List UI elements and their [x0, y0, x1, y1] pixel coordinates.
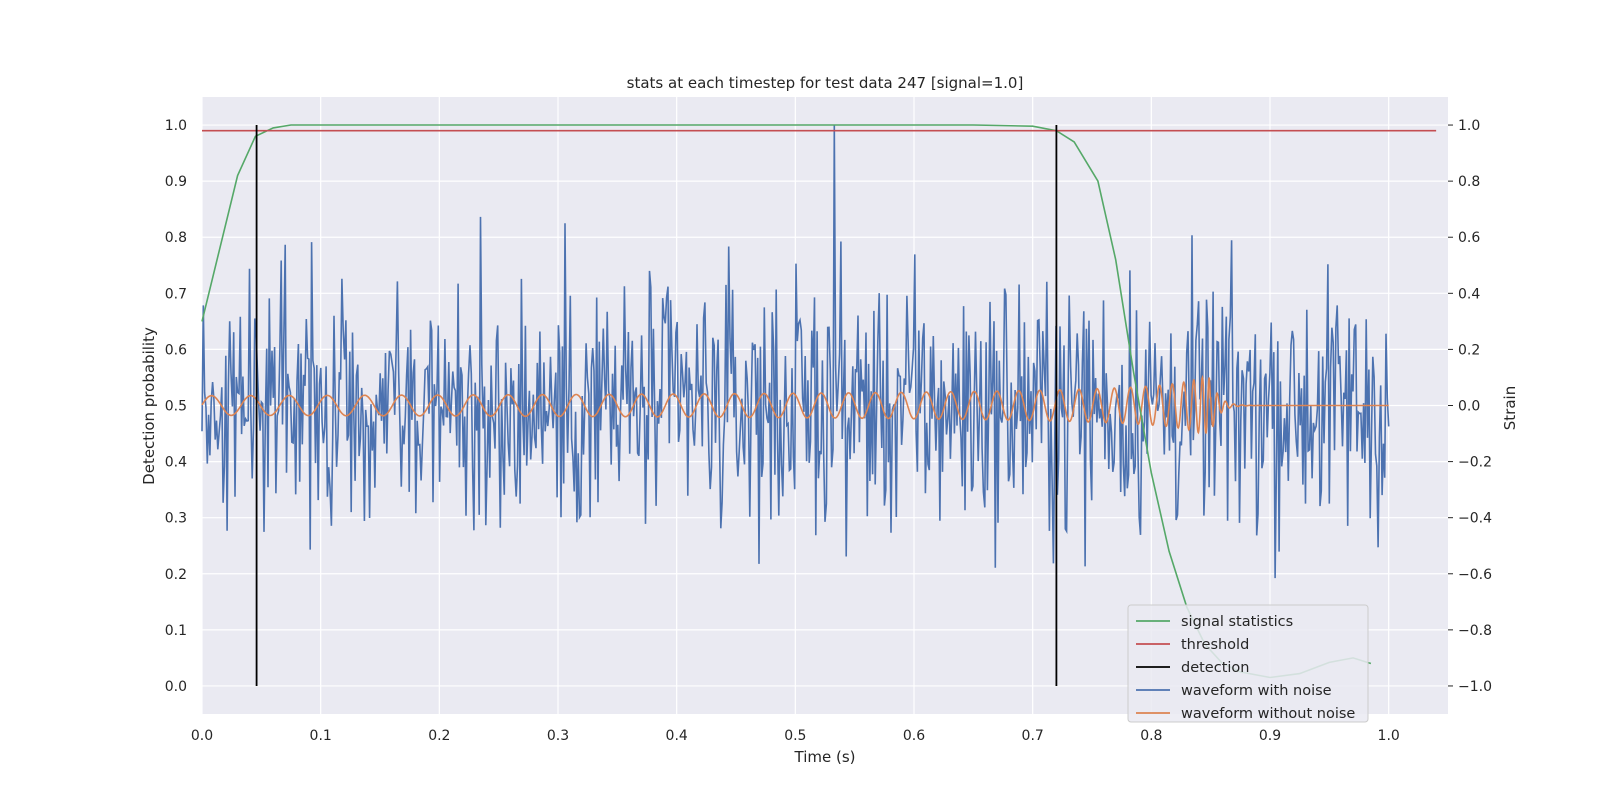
legend-label: detection — [1181, 660, 1249, 676]
chart-title: stats at each timestep for test data 247… — [627, 74, 1024, 92]
left-y-axis-label: Detection probability — [140, 327, 158, 485]
right-y-tick-label: 1.0 — [1458, 118, 1480, 134]
left-y-tick-label: 0.9 — [165, 174, 187, 190]
x-tick-label: 0.4 — [666, 728, 688, 744]
left-y-tick-label: 0.7 — [165, 286, 187, 302]
left-y-tick-label: 0.3 — [165, 511, 187, 527]
x-tick-label: 0.2 — [428, 728, 450, 744]
x-tick-label: 0.5 — [784, 728, 806, 744]
legend-label: signal statistics — [1181, 614, 1293, 630]
left-y-tick-label: 0.4 — [165, 455, 187, 471]
legend-label: waveform with noise — [1181, 683, 1332, 699]
legend-label: threshold — [1181, 637, 1249, 653]
x-tick-label: 0.0 — [191, 728, 213, 744]
right-y-tick-label: −0.2 — [1458, 455, 1492, 471]
legend-box — [1127, 604, 1369, 723]
right-y-tick-label: 0.6 — [1458, 230, 1480, 246]
legend: signal statistics threshold detection wavef… — [1127, 604, 1369, 723]
x-tick-label: 0.6 — [903, 728, 925, 744]
left-y-tick-label: 0.5 — [165, 399, 187, 415]
x-tick-label: 0.9 — [1259, 728, 1281, 744]
right-y-tick-label: 0.4 — [1458, 286, 1480, 302]
x-tick-label: 0.3 — [547, 728, 569, 744]
right-y-axis-label: Strain — [1501, 386, 1519, 430]
x-tick-labels: 0.0 0.1 0.2 0.3 0.4 0.5 0.6 0.7 0.8 0.9 1.0 — [191, 728, 1400, 744]
right-y-tick-label: −0.6 — [1458, 567, 1492, 583]
right-y-tick-label: 0.8 — [1458, 174, 1480, 190]
left-y-tick-label: 0.2 — [165, 567, 187, 583]
series-line-waveform-without-noise — [201, 374, 1389, 435]
left-y-tick-label: 0.0 — [165, 679, 187, 695]
right-y-tick-label: −1.0 — [1458, 679, 1492, 695]
left-y-tick-label: 0.1 — [165, 623, 187, 639]
left-y-tick-label: 0.8 — [165, 230, 187, 246]
right-y-tick-label: 0.0 — [1458, 399, 1480, 415]
right-y-tick-label: −0.8 — [1458, 623, 1492, 639]
x-axis-label: Time (s) — [794, 748, 856, 766]
right-y-tick-labels: −1.0 −0.8 −0.6 −0.4 −0.2 0.0 0.2 0.4 0.6 0.8 1.0 — [1448, 118, 1492, 695]
left-y-tick-label: 1.0 — [165, 118, 187, 134]
x-tick-label: 0.7 — [1022, 728, 1044, 744]
right-y-tick-label: −0.4 — [1458, 511, 1492, 527]
legend-label: waveform without noise — [1181, 706, 1355, 722]
x-tick-label: 1.0 — [1378, 728, 1400, 744]
x-tick-label: 0.1 — [310, 728, 332, 744]
left-y-tick-labels: 0.0 0.1 0.2 0.3 0.4 0.5 0.6 0.7 0.8 0.9 1.0 — [165, 118, 187, 695]
x-tick-label: 0.8 — [1140, 728, 1162, 744]
left-y-tick-label: 0.6 — [165, 342, 187, 358]
right-y-tick-label: 0.2 — [1458, 342, 1480, 358]
